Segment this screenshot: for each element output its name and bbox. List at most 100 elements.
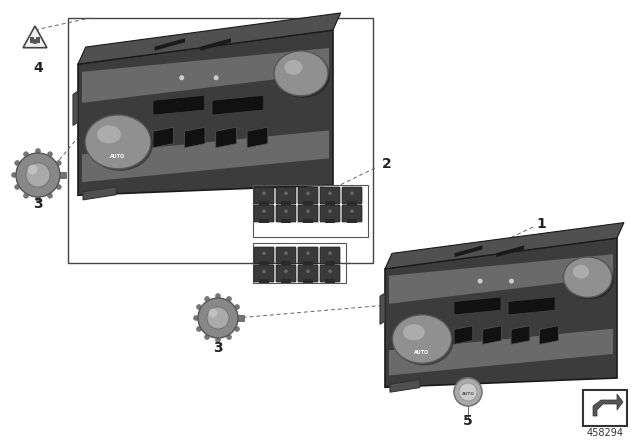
Circle shape <box>284 269 288 273</box>
Circle shape <box>237 315 243 320</box>
Circle shape <box>284 210 288 213</box>
Circle shape <box>454 378 482 406</box>
Text: AUTO: AUTO <box>461 392 474 396</box>
Polygon shape <box>82 130 329 182</box>
Bar <box>259 279 269 283</box>
Bar <box>30 36 34 43</box>
Ellipse shape <box>403 324 425 340</box>
FancyBboxPatch shape <box>276 265 296 282</box>
FancyBboxPatch shape <box>298 187 318 204</box>
Text: AUTO: AUTO <box>111 155 125 159</box>
Text: 458294: 458294 <box>586 428 623 438</box>
Circle shape <box>328 269 332 273</box>
FancyBboxPatch shape <box>320 187 340 204</box>
Bar <box>324 201 335 205</box>
Circle shape <box>509 279 514 284</box>
Circle shape <box>477 279 483 284</box>
Polygon shape <box>82 48 329 103</box>
Bar <box>347 201 357 205</box>
FancyBboxPatch shape <box>298 265 318 282</box>
Circle shape <box>35 148 40 154</box>
Ellipse shape <box>285 60 303 75</box>
Circle shape <box>47 193 52 198</box>
Polygon shape <box>454 246 483 257</box>
FancyBboxPatch shape <box>254 247 274 264</box>
Ellipse shape <box>87 117 153 171</box>
FancyBboxPatch shape <box>276 247 296 264</box>
Circle shape <box>306 269 310 273</box>
Circle shape <box>15 160 20 165</box>
Ellipse shape <box>276 53 330 98</box>
FancyBboxPatch shape <box>342 205 362 222</box>
Ellipse shape <box>394 317 454 366</box>
Circle shape <box>205 335 209 340</box>
Text: 5: 5 <box>463 414 473 428</box>
Polygon shape <box>380 293 385 324</box>
Polygon shape <box>454 297 501 315</box>
Circle shape <box>328 191 332 195</box>
Bar <box>36 36 40 43</box>
Circle shape <box>216 293 221 298</box>
Circle shape <box>227 297 232 302</box>
Ellipse shape <box>565 259 614 299</box>
Bar <box>259 261 269 265</box>
Circle shape <box>207 307 229 329</box>
Polygon shape <box>511 326 530 345</box>
Circle shape <box>12 172 17 177</box>
Circle shape <box>350 210 354 213</box>
Polygon shape <box>390 379 420 392</box>
FancyBboxPatch shape <box>254 265 274 282</box>
Polygon shape <box>78 30 333 195</box>
Polygon shape <box>200 38 231 51</box>
Circle shape <box>216 337 221 343</box>
FancyBboxPatch shape <box>254 187 274 204</box>
Polygon shape <box>216 127 236 148</box>
FancyBboxPatch shape <box>320 265 340 282</box>
Circle shape <box>24 193 29 198</box>
Text: 4: 4 <box>33 61 43 75</box>
Polygon shape <box>78 13 340 64</box>
Bar <box>280 279 291 283</box>
Polygon shape <box>385 223 624 269</box>
Circle shape <box>459 383 477 401</box>
FancyBboxPatch shape <box>298 205 318 222</box>
Bar <box>253 243 346 283</box>
FancyBboxPatch shape <box>254 205 274 222</box>
Circle shape <box>262 210 266 213</box>
Circle shape <box>16 153 60 197</box>
Text: 2: 2 <box>382 157 392 171</box>
Circle shape <box>196 305 202 310</box>
Polygon shape <box>497 246 524 257</box>
Polygon shape <box>540 326 558 345</box>
Ellipse shape <box>392 315 452 363</box>
Polygon shape <box>153 95 205 115</box>
Ellipse shape <box>97 125 121 143</box>
Polygon shape <box>73 91 78 125</box>
Circle shape <box>214 75 219 80</box>
FancyBboxPatch shape <box>320 205 340 222</box>
FancyBboxPatch shape <box>342 187 362 204</box>
Ellipse shape <box>563 257 612 297</box>
Circle shape <box>15 185 20 190</box>
Circle shape <box>56 185 61 190</box>
Circle shape <box>234 305 239 310</box>
Circle shape <box>198 298 238 338</box>
Bar <box>303 219 314 223</box>
Circle shape <box>328 251 332 255</box>
Text: 3: 3 <box>213 341 223 355</box>
Polygon shape <box>212 95 264 115</box>
Polygon shape <box>154 38 185 51</box>
Circle shape <box>306 191 310 195</box>
Bar <box>324 261 335 265</box>
Circle shape <box>262 191 266 195</box>
Polygon shape <box>23 26 47 47</box>
Bar <box>253 185 368 237</box>
FancyBboxPatch shape <box>298 247 318 264</box>
Bar <box>303 261 314 265</box>
Circle shape <box>262 251 266 255</box>
Circle shape <box>328 210 332 213</box>
Polygon shape <box>83 187 116 200</box>
FancyBboxPatch shape <box>276 187 296 204</box>
FancyBboxPatch shape <box>320 247 340 264</box>
Bar <box>583 390 627 426</box>
